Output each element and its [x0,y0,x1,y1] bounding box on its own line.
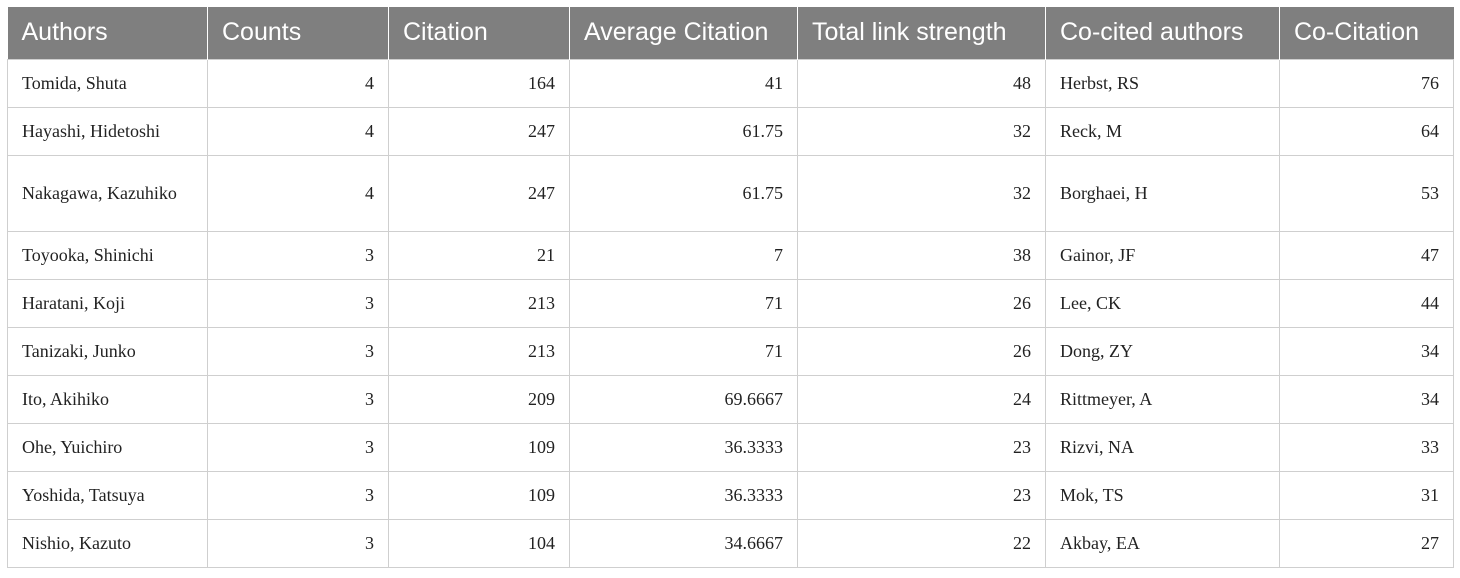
average-citation-cell: 71 [569,326,798,376]
citation-cell: 247 [388,106,570,156]
header-counts: Counts [207,7,389,59]
counts-cell: 4 [207,106,389,156]
co-cited-author-cell: Akbay, EA [1045,518,1280,568]
table-row: Nakagawa, Kazuhiko 4 247 61.75 32 Borghaei, H… [7,154,1454,232]
citation-cell: 213 [388,326,570,376]
authors-citation-table: Authors Counts Citation Average Citation… [7,7,1454,568]
author-cell: Yoshida, Tatsuya [7,470,208,520]
table-row: Ito, Akihiko 3 209 69.6667 24 Rittmeyer, A 34 [7,374,1454,424]
header-citation: Citation [388,7,570,59]
co-cited-author-cell: Lee, CK [1045,278,1280,328]
co-cited-author-cell: Reck, M [1045,106,1280,156]
header-co-citation: Co-Citation [1279,7,1454,59]
total-link-strength-cell: 38 [797,230,1046,280]
citation-cell: 213 [388,278,570,328]
table-body: Tomida, Shuta 4 164 41 48 Herbst, RS 76 Hayashi… [7,58,1454,568]
author-cell: Ohe, Yuichiro [7,422,208,472]
header-total-link-strength: Total link strength [797,7,1046,59]
counts-cell: 4 [207,58,389,108]
co-citation-cell: 53 [1279,154,1454,232]
average-citation-cell: 41 [569,58,798,108]
table-header: Authors Counts Citation Average Citation… [7,7,1454,59]
counts-cell: 3 [207,326,389,376]
author-cell: Nishio, Kazuto [7,518,208,568]
header-co-cited-authors: Co-cited authors [1045,7,1280,59]
citation-cell: 209 [388,374,570,424]
average-citation-cell: 36.3333 [569,470,798,520]
total-link-strength-cell: 26 [797,278,1046,328]
author-cell: Toyooka, Shinichi [7,230,208,280]
table-row: Nishio, Kazuto 3 104 34.6667 22 Akbay, EA 27 [7,518,1454,568]
table-row: Tanizaki, Junko 3 213 71 26 Dong, ZY 34 [7,326,1454,376]
total-link-strength-cell: 23 [797,422,1046,472]
table-row: Ohe, Yuichiro 3 109 36.3333 23 Rizvi, NA 33 [7,422,1454,472]
co-citation-cell: 27 [1279,518,1454,568]
total-link-strength-cell: 26 [797,326,1046,376]
co-citation-cell: 31 [1279,470,1454,520]
average-citation-cell: 61.75 [569,106,798,156]
total-link-strength-cell: 24 [797,374,1046,424]
author-cell: Haratani, Koji [7,278,208,328]
citation-cell: 164 [388,58,570,108]
average-citation-cell: 71 [569,278,798,328]
counts-cell: 3 [207,518,389,568]
table-row: Haratani, Koji 3 213 71 26 Lee, CK 44 [7,278,1454,328]
header-average-citation: Average Citation [569,7,798,59]
citation-cell: 109 [388,470,570,520]
author-cell: Tomida, Shuta [7,58,208,108]
total-link-strength-cell: 22 [797,518,1046,568]
co-cited-author-cell: Mok, TS [1045,470,1280,520]
average-citation-cell: 36.3333 [569,422,798,472]
header-authors: Authors [21,18,108,47]
total-link-strength-cell: 23 [797,470,1046,520]
author-cell: Nakagawa, Kazuhiko [7,154,208,232]
counts-cell: 3 [207,374,389,424]
author-cell: Ito, Akihiko [7,374,208,424]
author-cell: Tanizaki, Junko [7,326,208,376]
co-cited-author-cell: Herbst, RS [1045,58,1280,108]
co-cited-author-cell: Gainor, JF [1045,230,1280,280]
co-citation-cell: 34 [1279,326,1454,376]
citation-cell: 21 [388,230,570,280]
table-row: Tomida, Shuta 4 164 41 48 Herbst, RS 76 [7,58,1454,108]
co-cited-author-cell: Rizvi, NA [1045,422,1280,472]
counts-cell: 3 [207,422,389,472]
co-cited-author-cell: Rittmeyer, A [1045,374,1280,424]
counts-cell: 4 [207,154,389,232]
co-citation-cell: 76 [1279,58,1454,108]
author-cell: Hayashi, Hidetoshi [7,106,208,156]
co-citation-cell: 47 [1279,230,1454,280]
citation-cell: 109 [388,422,570,472]
average-citation-cell: 61.75 [569,154,798,232]
average-citation-cell: 34.6667 [569,518,798,568]
citation-cell: 104 [388,518,570,568]
table-row: Hayashi, Hidetoshi 4 247 61.75 32 Reck, M 64 [7,106,1454,156]
co-cited-author-cell: Borghaei, H [1045,154,1280,232]
total-link-strength-cell: 32 [797,154,1046,232]
counts-cell: 3 [207,278,389,328]
co-citation-cell: 34 [1279,374,1454,424]
counts-cell: 3 [207,470,389,520]
total-link-strength-cell: 32 [797,106,1046,156]
total-link-strength-cell: 48 [797,58,1046,108]
co-citation-cell: 33 [1279,422,1454,472]
table-row: Toyooka, Shinichi 3 21 7 38 Gainor, JF 47 [7,230,1454,280]
co-citation-cell: 64 [1279,106,1454,156]
counts-cell: 3 [207,230,389,280]
table-row: Yoshida, Tatsuya 3 109 36.3333 23 Mok, TS 31 [7,470,1454,520]
average-citation-cell: 7 [569,230,798,280]
average-citation-cell: 69.6667 [569,374,798,424]
co-citation-cell: 44 [1279,278,1454,328]
co-cited-author-cell: Dong, ZY [1045,326,1280,376]
header-row: Authors Counts Citation Average Citation… [7,7,1454,59]
citation-cell: 247 [388,154,570,232]
